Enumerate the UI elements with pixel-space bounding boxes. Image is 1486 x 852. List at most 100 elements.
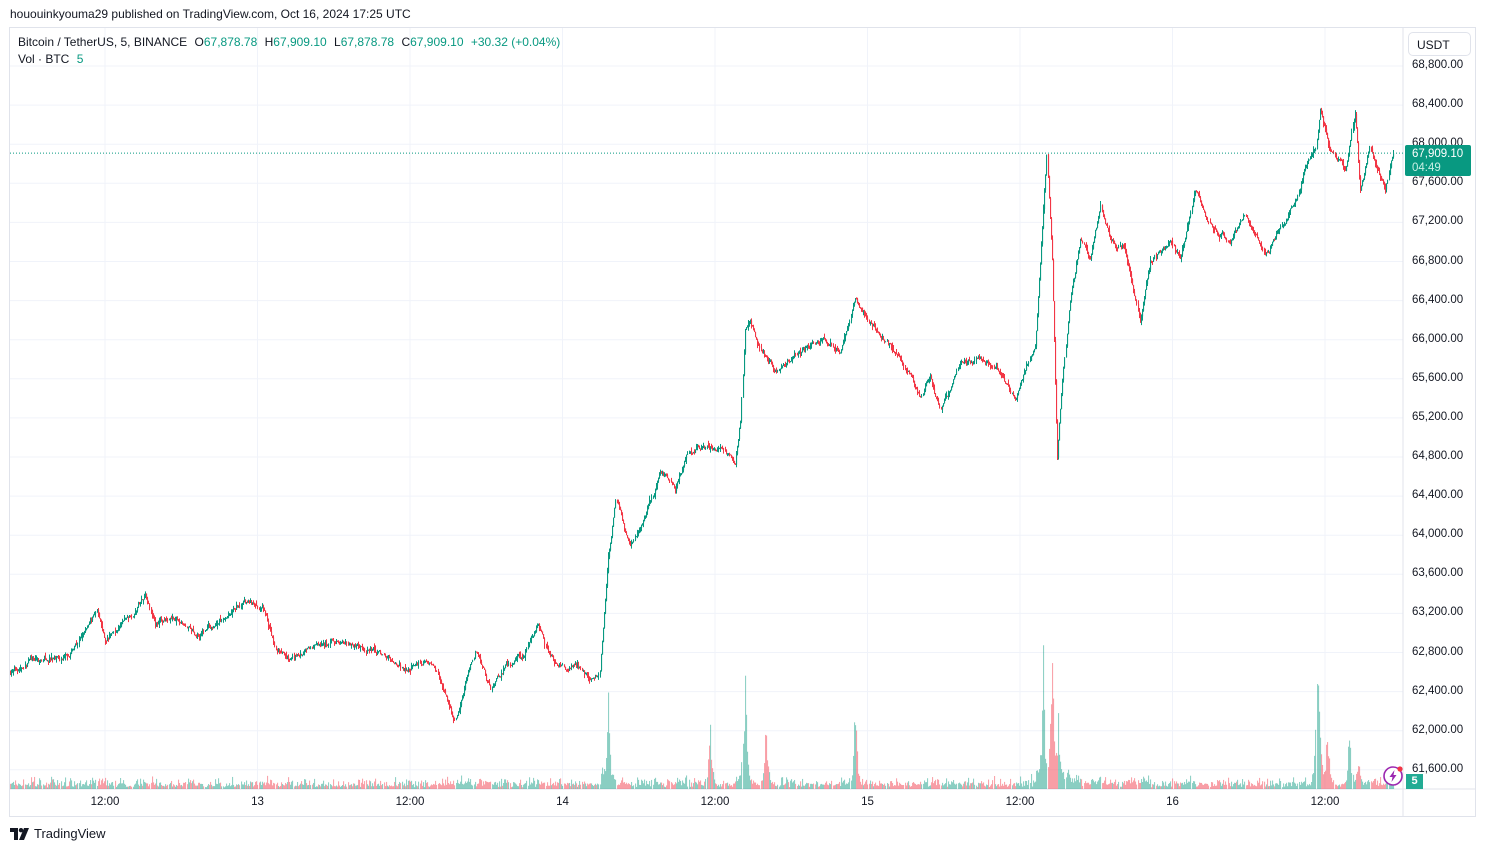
volume-bar (414, 787, 416, 789)
volume-bar (1179, 786, 1181, 789)
candle-body (665, 474, 667, 476)
volume-bar (597, 783, 599, 789)
candle-body (646, 511, 648, 517)
candle-body (758, 343, 760, 346)
candle-body (511, 665, 513, 667)
candle-body (414, 665, 416, 667)
candle-body (857, 298, 859, 303)
candle-body (313, 646, 315, 649)
candle-body (147, 598, 149, 603)
candle-body (578, 664, 580, 668)
volume-bar (421, 780, 423, 789)
candle-body (339, 642, 341, 644)
candle-body (734, 461, 736, 465)
volume-bar (1295, 783, 1297, 789)
volume-bar (1312, 774, 1314, 789)
candle-body (621, 510, 623, 516)
lightning-bolt-icon[interactable] (1382, 765, 1404, 787)
candle-body (1256, 234, 1258, 236)
volume-bar (875, 782, 877, 789)
volume-bar (492, 784, 494, 789)
volume-bar (974, 784, 976, 789)
volume-bar (129, 785, 131, 789)
volume-bar (895, 785, 897, 789)
volume-bar (1308, 785, 1310, 789)
volume-bar (1219, 780, 1221, 789)
candle-body (843, 342, 845, 346)
candle-body (1073, 282, 1075, 288)
volume-bar (510, 783, 512, 789)
volume-bar (562, 785, 564, 789)
candle-body (1046, 154, 1048, 175)
volume-bar (678, 781, 680, 789)
volume-bar (1187, 782, 1189, 789)
volume-bar (194, 783, 196, 789)
volume-bar (1078, 775, 1080, 789)
volume-bar (210, 781, 212, 789)
candle-body (979, 356, 981, 360)
volume-bar (938, 779, 940, 789)
volume-bar (270, 779, 272, 789)
volume-bar (142, 785, 144, 789)
candle-body (1203, 207, 1205, 210)
footer-logo[interactable]: TradingView (10, 826, 106, 841)
legend-symbol[interactable]: Bitcoin / TetherUS, 5, BINANCE (18, 35, 188, 49)
volume-bar (297, 781, 299, 789)
candle-body (488, 680, 490, 683)
volume-bar (182, 786, 184, 789)
candle-body (782, 365, 784, 368)
volume-bar (188, 778, 190, 789)
volume-bar (1073, 782, 1075, 789)
candle-body (97, 609, 99, 612)
volume-bar (220, 782, 222, 789)
volume-bar (149, 784, 151, 789)
candle-body (576, 662, 578, 666)
candle-body (399, 664, 401, 666)
volume-bar (947, 786, 949, 789)
volume-bar (499, 781, 501, 789)
candle-body (41, 659, 43, 662)
volume-bar (462, 783, 464, 789)
volume-bar (323, 780, 325, 789)
volume-bar (625, 783, 627, 789)
candle-body (121, 624, 123, 627)
volume-bar (1157, 784, 1159, 789)
volume-bar (451, 784, 453, 789)
volume-bar (295, 785, 297, 789)
candle-body (1353, 125, 1355, 133)
candle-body (959, 365, 961, 370)
candle-body (317, 643, 319, 645)
currency-unit-button[interactable]: USDT (1408, 32, 1471, 56)
price-axis-tick: 62,000.00 (1412, 723, 1464, 736)
volume-label[interactable]: Vol · BTC (18, 52, 70, 66)
volume-bar (785, 783, 787, 789)
candle-body (1006, 383, 1008, 385)
candle-body (831, 342, 833, 346)
volume-bar (1111, 782, 1113, 789)
volume-bar (171, 780, 173, 789)
candle-body (246, 602, 248, 604)
volume-bar (701, 784, 703, 789)
candle-body (817, 341, 819, 343)
volume-bar (441, 785, 443, 789)
candle-body (424, 661, 426, 663)
candle-body (512, 664, 514, 666)
candle-body (122, 621, 124, 625)
candle-body (1145, 289, 1147, 297)
candle-body (472, 660, 474, 663)
volume-bar (956, 783, 958, 789)
volume-bar (361, 782, 363, 789)
volume-bar (777, 784, 779, 789)
candle-body (779, 369, 781, 371)
candle-body (735, 464, 737, 466)
candle-body (331, 639, 333, 642)
candle-body (669, 479, 671, 482)
volume-bar (147, 783, 149, 789)
volume-bar (1059, 754, 1061, 789)
volume-bar (791, 779, 793, 789)
volume-bar (803, 785, 805, 789)
volume-bar (425, 780, 427, 789)
volume-bar (839, 781, 841, 789)
volume-bar (1000, 778, 1002, 789)
